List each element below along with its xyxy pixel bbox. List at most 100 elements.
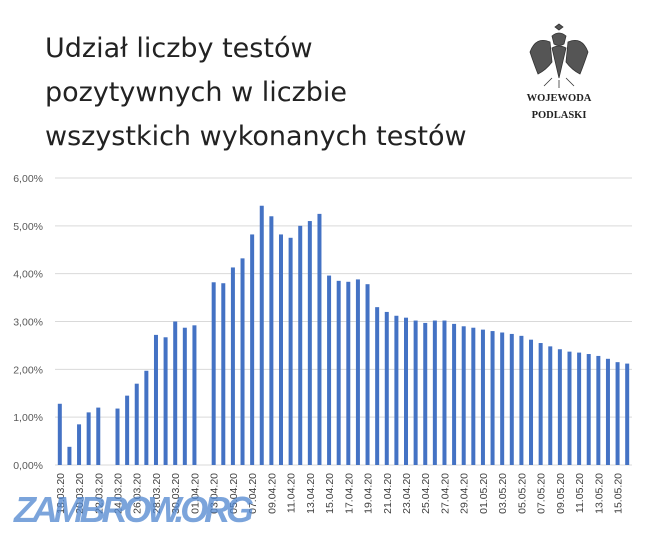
- bar: [538, 343, 543, 465]
- bar: [163, 337, 168, 465]
- title-line: wszystkich wykonanych testów: [45, 121, 467, 152]
- bar: [586, 354, 591, 465]
- bar: [615, 362, 620, 465]
- bar: [278, 234, 283, 465]
- bar: [557, 349, 562, 465]
- x-tick-label: 22.03.20: [93, 473, 105, 514]
- bar: [365, 284, 370, 465]
- bar: [115, 408, 120, 465]
- bar: [625, 363, 630, 465]
- y-tick-label: 3,00%: [13, 317, 43, 329]
- title-line: pozytywnych w liczbie: [45, 77, 347, 108]
- x-tick-label: 19.04.20: [363, 473, 375, 514]
- bar: [452, 323, 457, 465]
- bar: [432, 320, 437, 465]
- bar: [250, 234, 255, 465]
- bar: [77, 424, 82, 465]
- title-line: Udział liczby testów: [45, 33, 313, 64]
- x-tick-label: 03.04.20: [209, 473, 221, 514]
- bar: [490, 331, 495, 465]
- bar: [144, 370, 149, 465]
- x-tick-label: 01.05.20: [478, 473, 490, 514]
- x-tick-label: 25.04.20: [420, 473, 432, 514]
- y-tick-label: 5,00%: [13, 221, 43, 233]
- bar: [500, 332, 505, 465]
- bar: [567, 351, 572, 465]
- bar: [577, 352, 582, 465]
- bar: [317, 213, 322, 465]
- emblem: [529, 23, 589, 88]
- x-tick-label: 29.04.20: [459, 473, 471, 514]
- bar: [259, 205, 264, 465]
- x-tick-label: 27.04.20: [439, 473, 451, 514]
- x-tick-label: 30.03.20: [170, 473, 182, 514]
- x-tick-label: 21.04.20: [382, 473, 394, 514]
- bar: [182, 327, 187, 465]
- bar: [134, 383, 139, 465]
- bar: [413, 320, 418, 465]
- bar: [57, 403, 62, 465]
- y-tick-label: 0,00%: [13, 460, 43, 472]
- x-tick-label: 18.03.20: [55, 473, 67, 514]
- bar: [480, 329, 485, 465]
- bar: [336, 280, 341, 465]
- x-tick-label: 15.05.20: [613, 473, 625, 514]
- bar: [307, 221, 312, 465]
- x-tick-label: 05.05.20: [516, 473, 528, 514]
- bar: [596, 355, 601, 465]
- x-tick-label: 09.05.20: [555, 473, 567, 514]
- x-tick-label: 13.05.20: [593, 473, 605, 514]
- x-tick-label: 03.05.20: [497, 473, 509, 514]
- bar: [125, 395, 130, 465]
- x-tick-label: 11.05.20: [574, 473, 586, 513]
- bar: [519, 335, 524, 465]
- bar: [67, 446, 72, 465]
- x-tick-label: 15.04.20: [324, 473, 336, 514]
- bar: [192, 325, 197, 465]
- x-tick-label: 05.04.20: [228, 473, 240, 514]
- bar: [173, 321, 178, 465]
- bar: [384, 311, 389, 465]
- bar: [423, 322, 428, 465]
- y-tick-label: 6,00%: [13, 173, 43, 185]
- x-tick-label: 11.04.20: [286, 473, 298, 513]
- x-tick-label: 01.04.20: [189, 473, 201, 514]
- x-tick-label: 24.03.20: [113, 473, 125, 514]
- bar: [394, 315, 399, 465]
- bar: [442, 320, 447, 465]
- bar: [327, 275, 332, 465]
- bar: [269, 216, 274, 465]
- bar: [471, 327, 476, 465]
- bar: [461, 326, 466, 465]
- x-tick-label: 07.05.20: [536, 473, 548, 514]
- bar: [96, 407, 101, 465]
- bar: [240, 258, 245, 465]
- x-tick-label: 13.04.20: [305, 473, 317, 514]
- emblem-text: WOJEWODA: [527, 93, 592, 104]
- bar: [529, 339, 534, 465]
- y-tick-label: 4,00%: [13, 269, 43, 281]
- x-tick-label: 28.03.20: [151, 473, 163, 514]
- bar: [509, 333, 514, 465]
- bar: [346, 281, 351, 465]
- x-tick-label: 20.03.20: [74, 473, 86, 514]
- bar: [605, 358, 610, 465]
- x-tick-label: 09.04.20: [266, 473, 278, 514]
- plot-area: 0,00% 1,00% 2,00% 3,00% 4,00% 5,00% 6,00% 18.03…: [13, 173, 632, 514]
- emblem-text: PODLASKI: [532, 110, 587, 121]
- y-tick-label: 1,00%: [13, 412, 43, 424]
- x-tick-label: 07.04.20: [247, 473, 259, 514]
- bar: [298, 225, 303, 465]
- bar: [230, 267, 235, 465]
- bar: [404, 317, 409, 465]
- bar: [355, 279, 360, 465]
- watermark: ZAMBROW.ORG: [13, 489, 254, 530]
- y-tick-label: 2,00%: [13, 364, 43, 376]
- x-tick-label: 17.04.20: [343, 473, 355, 514]
- bar: [221, 283, 226, 465]
- bar: [548, 346, 553, 465]
- bar: [375, 307, 380, 465]
- bar: [288, 237, 293, 465]
